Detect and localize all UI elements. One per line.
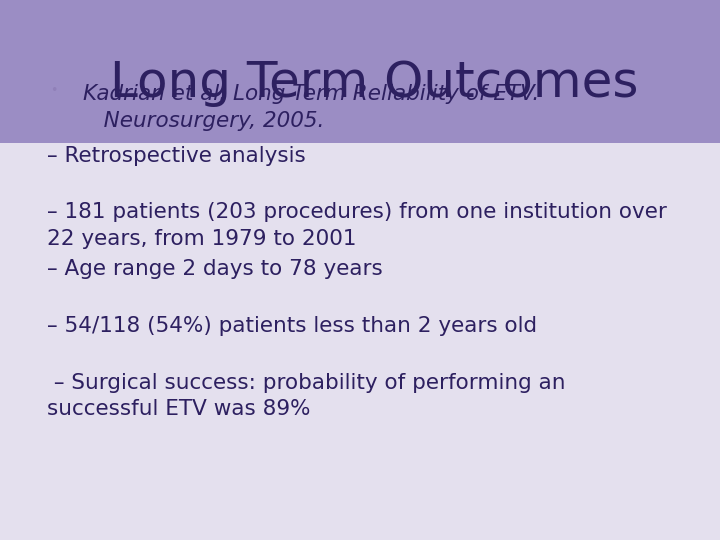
- Text: •: •: [50, 84, 58, 97]
- Text: – Retrospective analysis: – Retrospective analysis: [47, 146, 305, 166]
- FancyBboxPatch shape: [0, 0, 720, 143]
- Text: Long Term Outcomes: Long Term Outcomes: [110, 59, 639, 107]
- Text: Kadrian et al. Long Term Reliability of ETV.
   Neurosurgery, 2005.: Kadrian et al. Long Term Reliability of …: [83, 84, 539, 131]
- Text: – Age range 2 days to 78 years: – Age range 2 days to 78 years: [47, 259, 382, 279]
- Text: – Surgical success: probability of performing an
successful ETV was 89%: – Surgical success: probability of perfo…: [47, 373, 565, 419]
- Text: – 54/118 (54%) patients less than 2 years old: – 54/118 (54%) patients less than 2 year…: [47, 316, 537, 336]
- Text: – 181 patients (203 procedures) from one institution over
22 years, from 1979 to: – 181 patients (203 procedures) from one…: [47, 202, 667, 249]
